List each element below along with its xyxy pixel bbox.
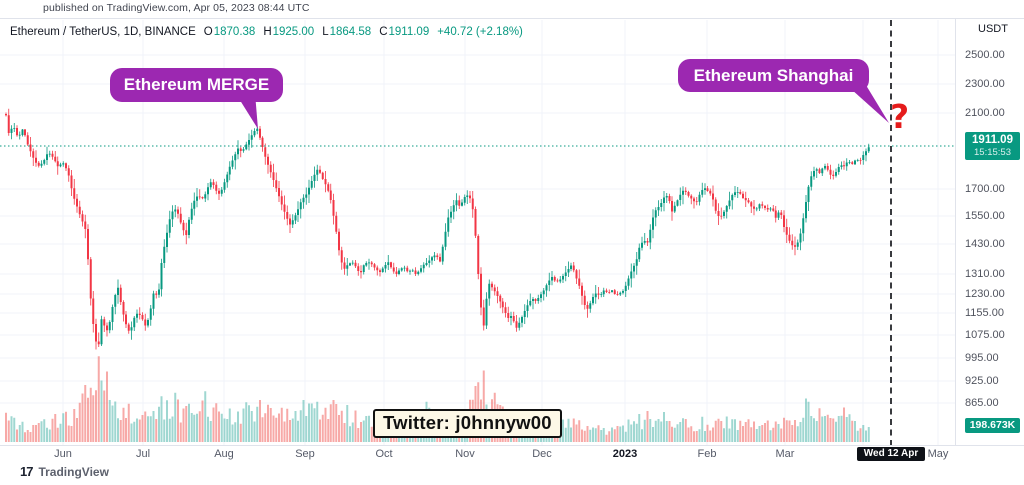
time-tick-label: May xyxy=(927,448,949,460)
time-tick-label: 2023 xyxy=(612,448,638,460)
time-tick-label: Nov xyxy=(455,448,475,460)
candlestick-chart-canvas[interactable] xyxy=(0,19,955,446)
symbol-title[interactable]: Ethereum / TetherUS, 1D, BINANCE xyxy=(10,26,196,38)
time-tick-label: Sep xyxy=(295,448,315,460)
price-tick-label: 2500.00 xyxy=(965,49,1005,61)
time-tick-label: Oct xyxy=(375,448,393,460)
price-tick-label: 1230.00 xyxy=(965,288,1005,300)
price-tick-label: 865.00 xyxy=(965,397,999,409)
price-tick-label: 2300.00 xyxy=(965,78,1005,90)
ohlc-high: H 1925.00 xyxy=(263,26,315,38)
ohlc-low: L 1864.58 xyxy=(322,26,372,38)
watermark-twitter-handle[interactable]: Twitter: j0hnnyw00 xyxy=(373,409,562,438)
time-tick-label: Dec xyxy=(532,448,552,460)
tradingview-logo-text: TradingView xyxy=(38,464,109,479)
ohlc-close: C 1911.09 xyxy=(379,26,430,38)
price-tick-label: 925.00 xyxy=(965,375,999,387)
last-price-value: 1911.09 xyxy=(972,134,1013,146)
price-tick-label: 2100.00 xyxy=(965,107,1005,119)
price-tick-label: 1700.00 xyxy=(965,183,1005,195)
price-change: +40.72 (+2.18%) xyxy=(437,26,523,38)
published-caption: published on TradingView.com, Apr 05, 20… xyxy=(43,2,310,14)
price-tick-label: 1155.00 xyxy=(965,307,1004,319)
time-tick-label: Aug xyxy=(214,448,234,460)
bar-countdown: 15:15:53 xyxy=(974,147,1011,158)
time-tick-label: Jul xyxy=(135,448,151,460)
price-axis[interactable]: USDT 2500.00 2300.00 2100.00 1700.00 1550.00… xyxy=(955,18,1024,446)
tradingview-branding[interactable]: 17 TradingView xyxy=(20,464,109,479)
time-tick-label: Jun xyxy=(54,448,72,460)
annotation-question-mark[interactable]: ? xyxy=(890,97,910,136)
chart-legend[interactable]: Ethereum / TetherUS, 1D, BINANCE O 1870.3… xyxy=(10,26,523,38)
volume-badge: 198.673K xyxy=(965,418,1020,433)
time-tick-label: Feb xyxy=(697,448,717,460)
annotation-shanghai-bubble[interactable]: Ethereum Shanghai xyxy=(678,59,869,92)
axis-currency-label: USDT xyxy=(978,23,1008,35)
last-price-badge: 1911.09 15:15:53 xyxy=(965,132,1020,160)
tradingview-logo-icon: 17 xyxy=(20,464,34,479)
price-tick-label: 995.00 xyxy=(965,352,999,364)
annotation-merge-bubble[interactable]: Ethereum MERGE xyxy=(110,68,283,102)
ohlc-open: O 1870.38 xyxy=(203,26,256,38)
price-tick-label: 1550.00 xyxy=(965,210,1005,222)
price-tick-label: 1075.00 xyxy=(965,329,1005,341)
price-tick-label: 1430.00 xyxy=(965,238,1005,250)
price-tick-label: 1310.00 xyxy=(965,268,1005,280)
chart-area[interactable]: Ethereum / TetherUS, 1D, BINANCE O 1870.3… xyxy=(0,18,955,446)
event-date-badge: Wed 12 Apr '23 xyxy=(857,447,925,473)
time-tick-label: Mar xyxy=(775,448,795,460)
time-axis[interactable]: Jun Jul Aug Sep Oct Nov Dec 2023 Feb Mar May Wed 1… xyxy=(0,445,1024,473)
